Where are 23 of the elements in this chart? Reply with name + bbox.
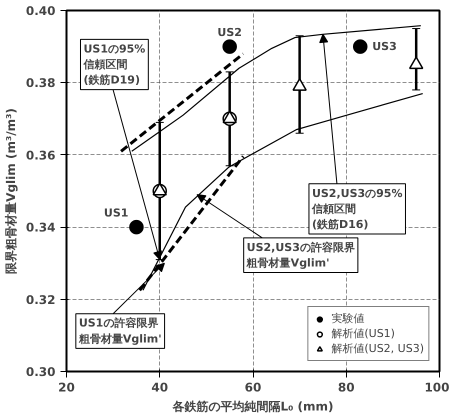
annotation: US2,US3の許容限界粗骨材量Vglim' [246, 240, 355, 270]
annotation: US1 [104, 206, 128, 220]
x-tick-label: 60 [244, 380, 262, 394]
annotation: US2,US3の95%信頼区間(鉄筋D16) [310, 186, 402, 231]
y-tick-label: 0.38 [26, 76, 56, 90]
legend-label: 解析値(US2, US3) [331, 341, 424, 356]
annotation: US3 [372, 40, 397, 54]
x-tick-label: 40 [151, 380, 168, 394]
x-tick-label: 80 [338, 380, 355, 394]
y-axis-title: 限界粗骨材量Vglim (m³/m³) [4, 108, 18, 274]
y-tick-label: 0.32 [26, 292, 56, 307]
annotation: US2 [217, 26, 242, 40]
y-tick-label: 0.36 [26, 148, 56, 162]
x-axis-title: 各鉄筋の平均純間隔L₀ (mm) [171, 400, 334, 414]
y-tick-label: 0.34 [26, 220, 56, 235]
annotation: US1の95%信頼区間(鉄筋D19) [82, 42, 146, 87]
x-tick-label: 100 [424, 380, 449, 394]
legend-label: 解析値(US1) [331, 326, 395, 341]
legend-label: 実験値 [331, 311, 364, 326]
annotation: US1の許容限界粗骨材量Vglim' [78, 316, 162, 346]
y-tick-label: 0.30 [26, 365, 56, 379]
x-tick-label: 20 [58, 380, 75, 394]
y-tick-label: 0.40 [26, 4, 56, 18]
